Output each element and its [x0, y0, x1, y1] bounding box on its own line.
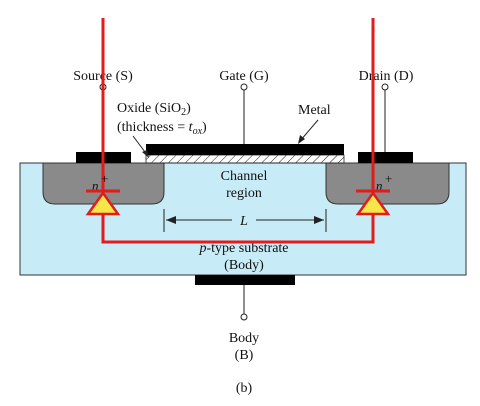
metal-label: Metal — [298, 103, 331, 118]
body-terminal-letter: (B) — [235, 348, 254, 363]
red-overlay-wire — [101, 18, 375, 244]
substrate-label: p-type substrate — [198, 241, 288, 256]
oxide-thickness-label: (thickness = tox) — [117, 120, 207, 137]
figure-caption: (b) — [236, 381, 253, 396]
drain-n-plus-label: n — [376, 178, 383, 193]
substrate-body-label: (Body) — [224, 258, 264, 273]
oxide-pointer-arrowhead — [142, 150, 149, 158]
length-arrowhead-left — [166, 216, 176, 224]
drain-label: Drain (D) — [359, 69, 414, 84]
source-n-plus-label: n — [92, 178, 99, 193]
drain-diode-triangle — [355, 190, 391, 216]
body-metal-contact — [195, 275, 295, 285]
channel-label: Channel — [221, 169, 268, 184]
gate-oxide-layer — [145, 154, 345, 164]
oxide-label: Oxide (SiO2) — [117, 101, 191, 118]
drain-n-plus-superscript: + — [385, 171, 392, 186]
drain-terminal-node — [381, 83, 389, 91]
gate-label: Gate (G) — [219, 69, 269, 84]
metal-pointer-arrowhead — [298, 135, 305, 144]
gate-terminal-node — [240, 83, 248, 91]
drain-metal-contact — [358, 152, 413, 163]
body-label: Body — [229, 331, 259, 346]
gate-metal-contact — [146, 144, 344, 155]
length-label: L — [239, 214, 248, 229]
drain-n-plus-region — [325, 162, 450, 205]
length-arrowhead-right — [314, 216, 324, 224]
channel-region-label: region — [226, 186, 262, 201]
source-n-plus-superscript: + — [101, 171, 108, 186]
body-terminal-node — [240, 313, 248, 321]
source-diode-triangle — [85, 190, 121, 216]
